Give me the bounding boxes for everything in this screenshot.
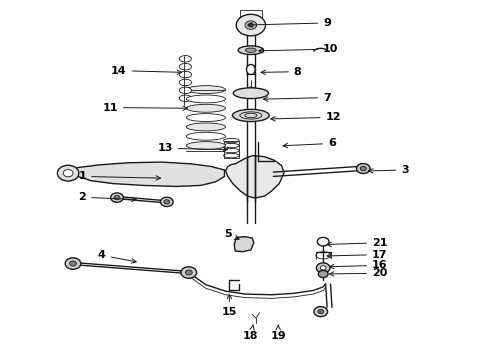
Circle shape xyxy=(164,200,170,204)
Ellipse shape xyxy=(223,148,239,153)
Circle shape xyxy=(63,170,73,177)
Text: 8: 8 xyxy=(261,67,302,77)
Text: 11: 11 xyxy=(102,103,187,113)
Text: 19: 19 xyxy=(270,325,286,341)
Bar xyxy=(240,10,262,19)
Ellipse shape xyxy=(233,88,269,99)
Text: 12: 12 xyxy=(271,112,341,122)
Circle shape xyxy=(65,258,81,269)
Ellipse shape xyxy=(179,79,192,86)
Text: 21: 21 xyxy=(327,238,388,248)
Ellipse shape xyxy=(245,48,256,52)
Ellipse shape xyxy=(179,87,192,94)
Ellipse shape xyxy=(223,138,239,143)
Circle shape xyxy=(317,263,330,273)
Polygon shape xyxy=(64,162,224,186)
Text: 18: 18 xyxy=(243,325,259,341)
Ellipse shape xyxy=(186,132,225,140)
Circle shape xyxy=(318,270,328,278)
Bar xyxy=(223,140,239,158)
Ellipse shape xyxy=(233,109,269,122)
Ellipse shape xyxy=(179,95,192,102)
Text: 14: 14 xyxy=(111,66,181,76)
Text: 1: 1 xyxy=(78,171,161,181)
Circle shape xyxy=(360,166,366,171)
Ellipse shape xyxy=(186,95,225,103)
Text: 10: 10 xyxy=(259,44,339,54)
Ellipse shape xyxy=(179,55,192,62)
Text: 9: 9 xyxy=(248,18,331,28)
Text: 4: 4 xyxy=(98,250,136,263)
Ellipse shape xyxy=(238,46,264,54)
Text: 16: 16 xyxy=(329,260,388,270)
Polygon shape xyxy=(234,237,254,252)
Text: 17: 17 xyxy=(327,249,388,260)
Ellipse shape xyxy=(186,114,225,122)
Text: 13: 13 xyxy=(157,143,227,153)
Circle shape xyxy=(185,270,192,275)
Ellipse shape xyxy=(186,123,225,131)
Circle shape xyxy=(318,237,329,246)
Circle shape xyxy=(114,195,120,200)
Polygon shape xyxy=(225,156,284,198)
Circle shape xyxy=(57,165,79,181)
Circle shape xyxy=(160,197,173,207)
Circle shape xyxy=(245,21,257,30)
Circle shape xyxy=(314,307,328,317)
Ellipse shape xyxy=(186,141,225,149)
Text: 2: 2 xyxy=(78,192,136,202)
Circle shape xyxy=(248,23,253,27)
Ellipse shape xyxy=(179,71,192,78)
Circle shape xyxy=(318,310,324,314)
Text: 20: 20 xyxy=(329,268,388,278)
Ellipse shape xyxy=(223,153,239,158)
Ellipse shape xyxy=(246,64,255,75)
Ellipse shape xyxy=(186,104,225,112)
Circle shape xyxy=(236,14,266,36)
Text: 15: 15 xyxy=(221,294,237,317)
Circle shape xyxy=(181,267,196,278)
Circle shape xyxy=(356,163,370,174)
Ellipse shape xyxy=(186,86,225,94)
Text: 5: 5 xyxy=(224,229,239,239)
Circle shape xyxy=(320,266,326,270)
Text: 7: 7 xyxy=(264,93,331,103)
Circle shape xyxy=(70,261,76,266)
Ellipse shape xyxy=(223,143,239,148)
Circle shape xyxy=(111,193,123,202)
Ellipse shape xyxy=(179,63,192,70)
Text: 6: 6 xyxy=(283,139,336,148)
Text: 3: 3 xyxy=(368,165,409,175)
